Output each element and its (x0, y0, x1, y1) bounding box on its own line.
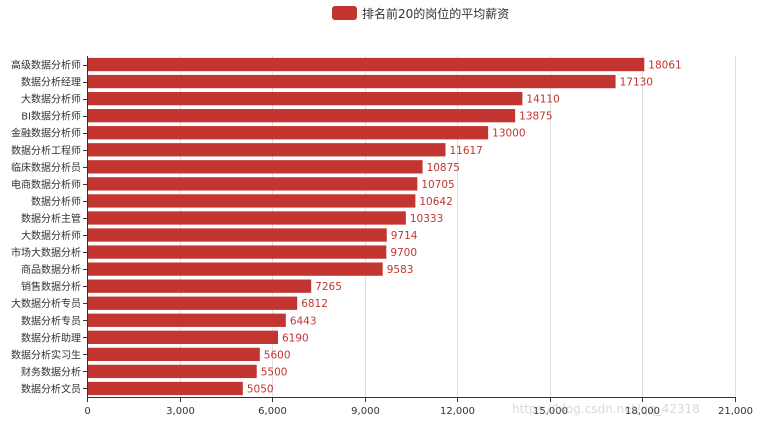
bar-value-label: 9700 (390, 247, 417, 259)
bar-value-label: 5050 (247, 383, 274, 395)
x-tick-label: 3,000 (166, 406, 195, 417)
bar-value-label: 17130 (620, 77, 653, 89)
bar-value-label: 14110 (526, 94, 559, 106)
bar (87, 364, 257, 379)
y-category-label: 数据分析师 (31, 195, 81, 208)
chart-legend[interactable]: 排名前20的岗位的平均薪资 (332, 5, 509, 21)
y-category-label: 数据分析工程师 (11, 144, 81, 157)
bar (87, 228, 387, 242)
bar-value-label: 13875 (519, 111, 552, 123)
bar (87, 279, 312, 293)
bar (87, 211, 406, 225)
bar-value-label: 18061 (648, 60, 681, 72)
bar-value-label: 6190 (282, 332, 309, 344)
y-category-label: 临床数据分析员 (11, 161, 81, 174)
x-tick-label: 21,000 (718, 406, 753, 417)
x-tick-label: 0 (84, 406, 90, 417)
bar (87, 347, 260, 362)
y-category-label: 数据分析文员 (21, 382, 81, 395)
watermark-text: https://blog.csdn.net/qq_42318 (512, 402, 700, 416)
bar (87, 245, 387, 259)
x-tick-label: 12,000 (440, 406, 475, 417)
bar-value-label: 10705 (421, 179, 454, 191)
x-tick-label: 15,000 (533, 406, 568, 417)
y-category-label: 大数据分析师 (21, 229, 81, 242)
bar (87, 143, 446, 157)
bar-value-label: 9583 (387, 264, 414, 276)
y-category-label: 数据分析主管 (21, 212, 81, 225)
bar (87, 296, 298, 310)
bar (87, 381, 243, 396)
legend-label: 排名前20的岗位的平均薪资 (362, 6, 510, 21)
x-tick-label: 18,000 (625, 406, 660, 417)
bar (87, 126, 489, 140)
bar-value-label: 5500 (261, 366, 288, 378)
bar-value-label: 9714 (391, 230, 418, 242)
y-category-label: 数据分析助理 (21, 331, 81, 344)
bar-value-label: 7265 (315, 281, 342, 293)
bar (87, 194, 416, 208)
bar-value-label: 6443 (290, 315, 317, 327)
legend-swatch-icon (332, 6, 357, 20)
bar (87, 313, 286, 327)
y-category-label: 数据分析实习生 (11, 348, 81, 361)
bar (87, 160, 423, 174)
y-category-label: 金融数据分析师 (11, 127, 81, 140)
y-category-label: 财务数据分析 (21, 365, 81, 378)
x-tick-label: 6,000 (258, 406, 287, 417)
y-category-label: 电商数据分析师 (11, 178, 81, 191)
x-tick-label: 9,000 (351, 406, 380, 417)
bar (87, 109, 516, 123)
bar-value-label: 13000 (492, 128, 525, 140)
y-category-label: 数据分析专员 (21, 314, 81, 327)
bar (87, 330, 279, 344)
bar-value-label: 10875 (427, 162, 460, 174)
y-category-label: BI数据分析师 (21, 110, 81, 123)
bar-value-label: 6812 (301, 298, 328, 310)
bar (87, 177, 418, 191)
y-category-label: 数据分析经理 (21, 76, 81, 89)
y-category-label: 大数据分析师 (21, 93, 81, 106)
bar (87, 57, 645, 72)
bar-value-label: 10333 (410, 213, 443, 225)
bar (87, 262, 383, 276)
y-category-label: 大数据分析专员 (11, 297, 81, 310)
bar (87, 91, 523, 106)
y-category-label: 市场大数据分析 (11, 246, 81, 259)
y-category-label: 销售数据分析 (21, 280, 81, 293)
bar-value-label: 11617 (449, 145, 482, 157)
y-category-label: 高级数据分析师 (11, 59, 81, 72)
bar-value-label: 10642 (419, 196, 452, 208)
bar (87, 74, 616, 89)
y-category-label: 商品数据分析 (21, 263, 81, 276)
bar-value-label: 5600 (264, 349, 291, 361)
